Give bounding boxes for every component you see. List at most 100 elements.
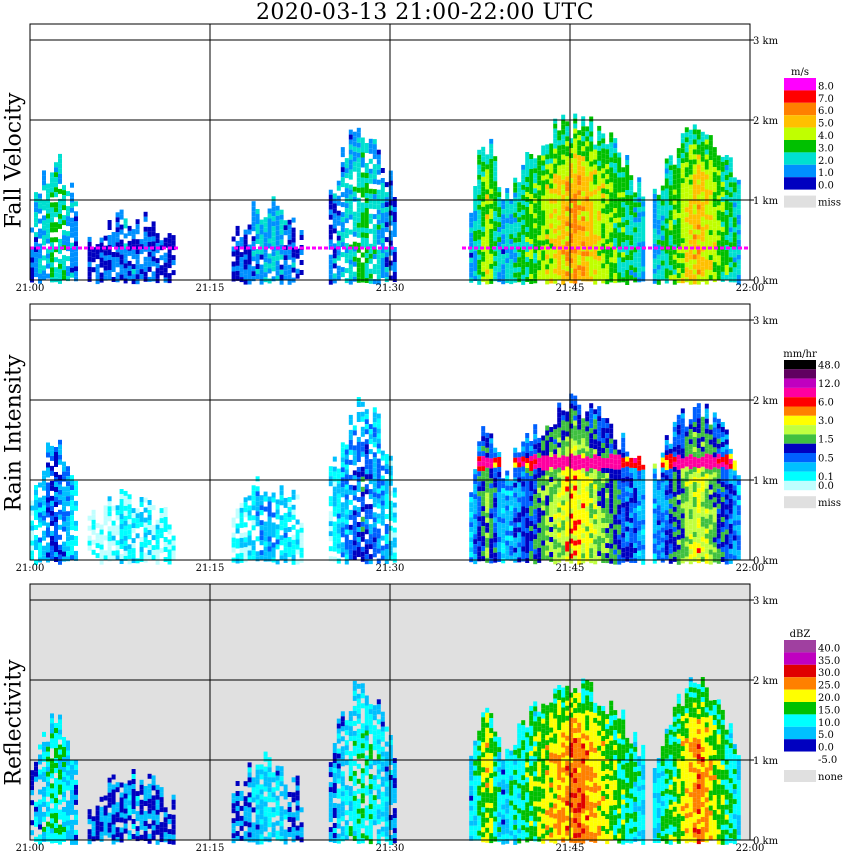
panel-2-frame <box>29 303 751 561</box>
colorbar-label: 4.0 <box>818 131 834 142</box>
colorbar-label: 20.0 <box>818 693 840 704</box>
colorbar-swatch <box>784 739 816 752</box>
y-tick-label: 0 km <box>753 836 779 847</box>
colorbar-label: 5.0 <box>818 730 834 741</box>
y-tick-label: 0 km <box>753 556 779 567</box>
y-tick-label: 1 km <box>753 756 779 767</box>
y-tick-label: 3 km <box>753 36 779 47</box>
x-tick-label: 22:00 <box>736 563 765 574</box>
colorbar-swatch <box>784 434 816 444</box>
colorbar-swatch <box>784 453 816 463</box>
colorbar-swatch <box>784 702 816 715</box>
colorbar-label: 0.5 <box>818 453 834 464</box>
colorbar-label: 48.0 <box>818 360 840 371</box>
colorbar-label: miss <box>818 498 841 509</box>
colorbar-label: 2.0 <box>818 156 834 167</box>
panel-3-heatmap <box>30 677 741 845</box>
panel-3-frame <box>29 583 751 841</box>
colorbar-swatch <box>784 369 816 379</box>
colorbar-swatch <box>784 689 816 702</box>
panel-1-heatmap <box>30 113 748 285</box>
panel-2: 0 km 1 km 2 km 3 km 21:00 21:15 21:30 21:45 22:0… <box>16 303 841 574</box>
colorbar-label: 6.0 <box>818 398 834 409</box>
panel-1: 0 km 1 km 2 km 3 km 21:00 21:15 21:30 21:45 22:0… <box>16 23 841 294</box>
colorbar-unit: mm/hr <box>783 349 817 360</box>
colorbar-label: 1.5 <box>818 435 834 446</box>
x-tick-label: 21:30 <box>376 563 405 574</box>
colorbar-swatch <box>784 360 816 370</box>
colorbar-label: 25.0 <box>818 681 840 692</box>
panel-1-colorbar: m/s 8.0 7.06.0 5.04.03.0 2.01.0 0.0 miss <box>784 67 841 209</box>
colorbar-swatch <box>784 480 816 491</box>
colorbar-swatch <box>784 415 816 426</box>
colorbar-label: 3.0 <box>818 416 834 427</box>
colorbar-label: 12.0 <box>818 379 840 390</box>
colorbar-swatch <box>784 770 816 782</box>
colorbar-label: 7.0 <box>818 94 834 105</box>
colorbar-swatch <box>784 177 816 190</box>
x-tick-label: 21:45 <box>556 283 585 294</box>
colorbar-swatch <box>784 164 816 178</box>
colorbar-swatch <box>784 78 816 91</box>
colorbar-label: 3.0 <box>818 143 834 154</box>
colorbar-label: 0.0 <box>818 481 834 492</box>
y-tick-label: 1 km <box>753 476 779 487</box>
colorbar-swatch <box>784 378 816 388</box>
x-tick-label: 21:15 <box>196 563 225 574</box>
colorbar-swatch <box>784 664 816 678</box>
y-tick-label: 3 km <box>753 316 779 327</box>
colorbar-swatch <box>784 90 816 103</box>
y-tick-label: 2 km <box>753 116 779 127</box>
x-tick-label: 21:00 <box>16 563 45 574</box>
colorbar-swatch <box>784 677 816 690</box>
panel-3-grid <box>30 584 750 840</box>
x-tick-label: 21:00 <box>16 283 45 294</box>
panel-1-grid <box>30 24 750 280</box>
colorbar-label: 0.1 <box>818 472 834 483</box>
x-tick-label: 21:15 <box>196 283 225 294</box>
colorbar-swatch <box>784 462 816 472</box>
colorbar-label: 0.0 <box>818 743 834 754</box>
panel-1-frame <box>29 23 751 281</box>
colorbar-label: 35.0 <box>818 656 840 667</box>
y-tick-label: 3 km <box>753 596 779 607</box>
colorbar-swatch <box>784 140 816 153</box>
colorbar-swatch <box>784 471 816 481</box>
y-tick-label: 0 km <box>753 276 779 287</box>
colorbar-swatch <box>784 195 816 208</box>
y-tick-label: 2 km <box>753 396 779 407</box>
colorbar-label: 40.0 <box>818 643 840 654</box>
colorbar-swatch <box>784 652 816 665</box>
x-tick-label: 21:45 <box>556 563 585 574</box>
x-tick-label: 22:00 <box>736 283 765 294</box>
x-tick-label: 21:15 <box>196 843 225 854</box>
x-tick-label: 21:45 <box>556 843 585 854</box>
panel-2-heatmap <box>30 393 741 565</box>
colorbar-swatch <box>784 726 816 740</box>
colorbar-swatch <box>784 751 816 764</box>
colorbar-label: none <box>818 772 843 783</box>
colorbar-unit: m/s <box>791 67 809 78</box>
colorbar-label: 6.0 <box>818 106 834 117</box>
colorbar-swatch <box>784 443 816 453</box>
colorbar-label: 8.0 <box>818 81 834 92</box>
colorbar-swatch <box>784 397 816 407</box>
colorbar-swatch <box>784 127 816 140</box>
colorbar-swatch <box>784 102 816 116</box>
colorbar-label: miss <box>818 198 841 209</box>
colorbar-label: 30.0 <box>818 668 840 679</box>
y-tick-label: 2 km <box>753 676 779 687</box>
colorbar-label: 10.0 <box>818 718 840 729</box>
panel-2-grid <box>30 304 750 560</box>
colorbar-unit: dBZ <box>790 629 811 640</box>
x-tick-label: 21:30 <box>376 283 405 294</box>
colorbar-swatch <box>784 714 816 727</box>
colorbar-swatch <box>784 152 816 165</box>
x-tick-label: 22:00 <box>736 843 765 854</box>
colorbar-label: -5.0 <box>818 755 837 766</box>
colorbar-label: 15.0 <box>818 705 840 716</box>
colorbar-swatch <box>784 115 816 128</box>
colorbar-swatch <box>784 406 816 416</box>
chart-title: 2020-03-13 21:00-22:00 UTC <box>255 0 595 25</box>
